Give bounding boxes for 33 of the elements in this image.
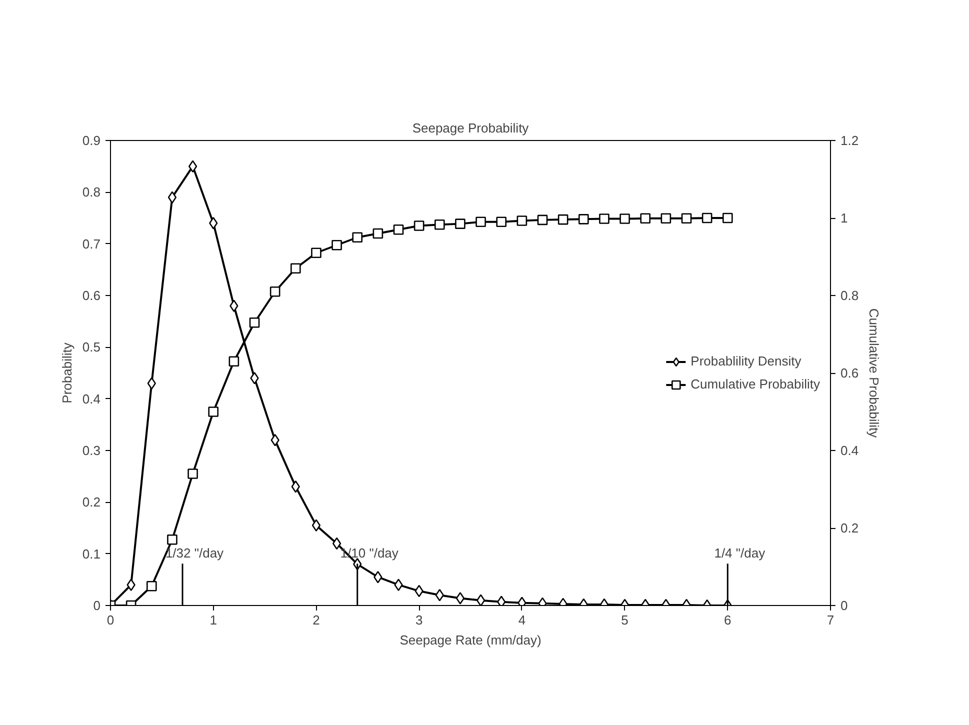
y-tick-label: 0.1 <box>82 546 101 562</box>
y2-tick-label: 0.6 <box>840 366 859 380</box>
y-tick-label: 0.8 <box>82 184 101 200</box>
x-axis-title: Seepage Rate (mm/day) <box>400 632 542 648</box>
y2-tick-label: 0 <box>840 598 848 613</box>
y-axis-title: Probability <box>59 342 74 404</box>
x-tick-label: 5 <box>621 612 628 628</box>
y2-tick-label: 0.4 <box>840 443 859 458</box>
y-tick-label: 0.5 <box>82 340 101 355</box>
y2-tick-label: 0.2 <box>840 520 859 536</box>
legend-label: Probablility Density <box>690 354 802 368</box>
chart-title: Seepage Probability <box>412 120 530 136</box>
x-tick-label: 1 <box>210 612 217 628</box>
y-tick-label: 0.9 <box>82 133 101 148</box>
x-tick-label: 0 <box>106 612 114 628</box>
ref-line-label: 1/32 "/day <box>165 546 224 561</box>
y2-tick-label: 1 <box>840 210 848 226</box>
y2-tick-label: 0.8 <box>840 288 859 303</box>
y2-tick-label: 1.2 <box>840 133 859 148</box>
x-tick-label: 2 <box>312 612 320 628</box>
y-tick-label: 0.3 <box>82 443 101 458</box>
y-tick-label: 0.2 <box>82 494 101 510</box>
y2-axis-title: Cumulative Probability <box>866 308 882 438</box>
x-tick-label: 3 <box>415 612 423 628</box>
x-tick-label: 7 <box>826 612 834 628</box>
x-tick-label: 6 <box>724 612 732 628</box>
ref-line-label: 1/4 "/day <box>714 546 766 561</box>
y-tick-label: 0.6 <box>82 288 101 303</box>
x-tick-label: 4 <box>518 612 526 628</box>
y-tick-label: 0 <box>93 598 101 613</box>
y-tick-label: 0.4 <box>82 391 101 406</box>
y-tick-label: 0.7 <box>82 236 101 252</box>
legend-label: Cumulative Probability <box>690 376 820 392</box>
